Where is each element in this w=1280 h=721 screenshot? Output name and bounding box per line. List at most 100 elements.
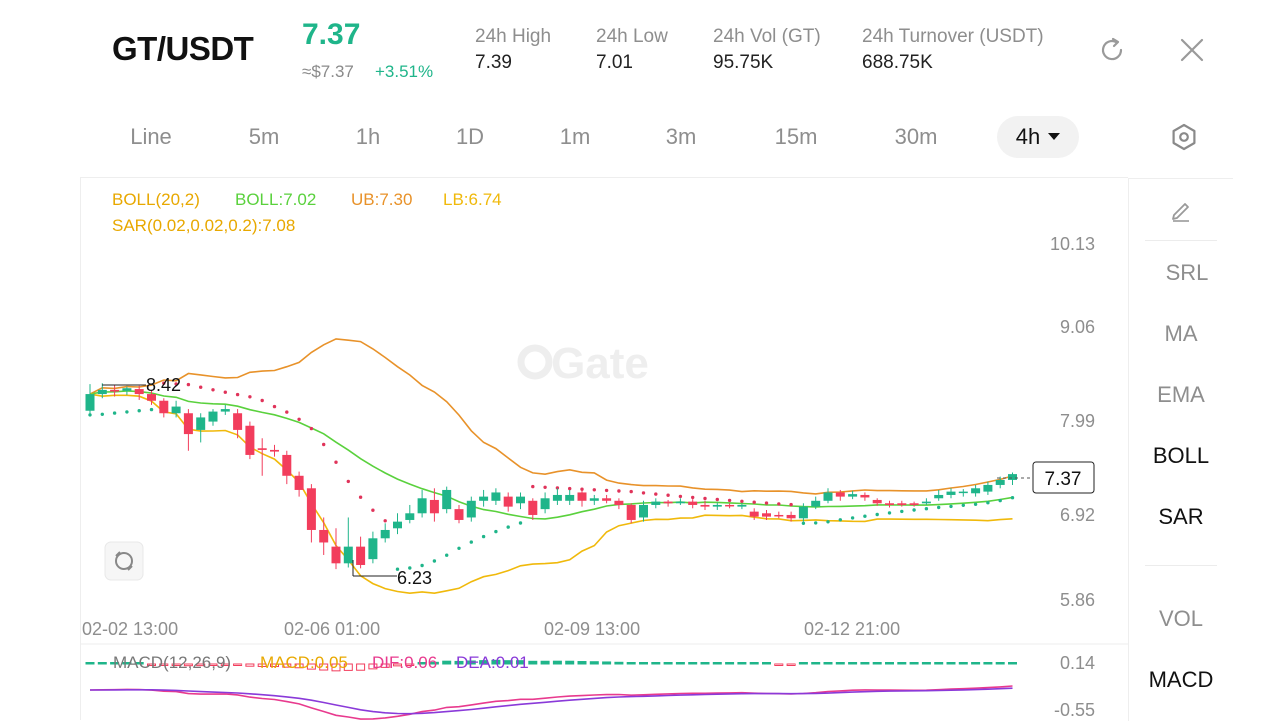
macd-histogram-bar: [516, 660, 525, 665]
sar-dot: [211, 388, 215, 392]
sar-dot: [863, 514, 867, 518]
close-icon[interactable]: [1178, 36, 1206, 64]
macd-histogram-bar: [85, 662, 95, 665]
macd-histogram-bar: [122, 662, 132, 665]
macd-histogram-bar: [233, 663, 243, 666]
sar-dot: [555, 486, 560, 490]
macd-histogram-bar: [614, 661, 624, 665]
macd-histogram-bar: [688, 662, 698, 665]
macd-histogram-bar: [983, 662, 993, 665]
candle-body: [454, 509, 464, 520]
macd-histogram-bar: [663, 662, 673, 665]
caret-down-icon: [1048, 132, 1061, 140]
hexagon-settings-icon[interactable]: [1170, 123, 1198, 151]
sidebar-item-ma[interactable]: MA: [1164, 321, 1198, 346]
sar-dot: [973, 502, 978, 506]
y-tick-label: 5.86: [1060, 590, 1095, 610]
tab-4h-selected[interactable]: 4h: [997, 116, 1079, 158]
candle-body: [233, 413, 243, 430]
sidebar-item-vol[interactable]: VOL: [1158, 606, 1204, 631]
candle-body: [786, 514, 796, 519]
macd-histogram-bar: [774, 663, 784, 666]
candle-body: [639, 504, 648, 518]
sar-dot: [937, 505, 941, 510]
macd-histogram-bar: [528, 660, 538, 665]
macd-histogram-bar: [872, 662, 882, 665]
pencil-icon[interactable]: [1169, 199, 1193, 223]
tab-1h[interactable]: 1h: [355, 124, 381, 149]
chart-left-border: [80, 177, 81, 720]
candle-body: [577, 492, 587, 501]
stat-value: 95.75K: [713, 52, 774, 73]
candle-body: [860, 494, 870, 498]
candle-body: [110, 389, 120, 392]
sidebar-item-macd[interactable]: MACD: [1148, 667, 1214, 692]
sar-dot: [112, 411, 117, 415]
macd-histogram-bar: [626, 662, 636, 665]
sar-dot: [801, 521, 806, 525]
refresh-icon[interactable]: [1097, 35, 1127, 65]
boll-mid-line: [89, 390, 1013, 520]
candle-body: [885, 503, 894, 505]
macd-histogram-bar: [909, 662, 919, 665]
candle-body: [405, 513, 415, 520]
sar-dot: [752, 500, 756, 504]
macd-histogram-bar: [245, 663, 255, 667]
macd-histogram-bar: [97, 662, 107, 665]
tab-15m[interactable]: 15m: [774, 124, 818, 149]
macd-histogram-bar: [454, 660, 464, 665]
candle-body: [897, 503, 907, 505]
macd-histogram-bar: [552, 660, 562, 665]
sar-dot: [383, 519, 387, 523]
macd-histogram-bar: [429, 661, 439, 665]
tab-1d[interactable]: 1D: [455, 124, 485, 149]
tab-line[interactable]: Line: [130, 124, 172, 149]
macd-histogram-bar: [995, 662, 1005, 665]
candle-body: [688, 501, 698, 505]
macd-histogram-bar: [921, 662, 931, 665]
candle-body: [343, 546, 353, 564]
dea-line: [90, 687, 1013, 715]
candlestick-chart[interactable]: Gate 10.13 9.06 7.99 6.92 5.86 02-02 13:…: [0, 0, 1128, 720]
macd-histogram-bar: [183, 663, 193, 667]
tab-1m[interactable]: 1m: [559, 124, 591, 149]
share-button-bg[interactable]: [104, 541, 144, 581]
candle-body: [368, 538, 378, 560]
macd-histogram-bar: [700, 662, 710, 665]
stat-24h-high: 24h High 7.39: [475, 26, 551, 74]
sar-dot: [149, 407, 154, 412]
stat-value: 7.39: [475, 52, 512, 73]
macd-histogram-bar: [934, 662, 944, 665]
macd-histogram-bar: [208, 663, 218, 666]
sar-dot: [199, 385, 203, 389]
sidebar-item-boll[interactable]: BOLL: [1152, 443, 1210, 468]
candle-body: [429, 499, 439, 514]
sidebar-item-sar[interactable]: SAR: [1158, 504, 1204, 529]
sar-dot: [1010, 496, 1015, 500]
sidebar-item-ema[interactable]: EMA: [1157, 382, 1205, 407]
macd-histogram-bar: [848, 662, 858, 665]
tab-30m[interactable]: 30m: [894, 124, 938, 149]
macd-histogram-bar: [147, 663, 156, 666]
candle-body: [528, 500, 538, 515]
macd-histogram-bar: [639, 662, 648, 665]
macd-histogram-bar: [971, 662, 981, 665]
sar-dot: [654, 492, 658, 496]
macd-histogram-bar: [589, 661, 599, 665]
sar-dot: [285, 410, 289, 414]
sidebar-item-srl[interactable]: SRL: [1165, 260, 1209, 285]
macd-histogram-bar: [270, 663, 279, 668]
candle-body: [552, 494, 562, 501]
candle-body: [147, 394, 156, 401]
x-axis: 02-02 13:00 02-06 01:00 02-09 13:00 02-1…: [82, 619, 900, 639]
screenshot-share-button[interactable]: [104, 541, 144, 581]
tab-3m[interactable]: 3m: [665, 124, 697, 149]
sar-dot: [727, 498, 732, 503]
macd-histogram-bar: [393, 663, 402, 667]
candle-body: [774, 514, 784, 517]
candle-body: [848, 494, 858, 497]
sar-dot: [518, 521, 523, 525]
stat-value: 7.01: [596, 52, 633, 73]
tab-5m[interactable]: 5m: [248, 124, 280, 149]
macd-histogram-bar: [196, 663, 206, 667]
